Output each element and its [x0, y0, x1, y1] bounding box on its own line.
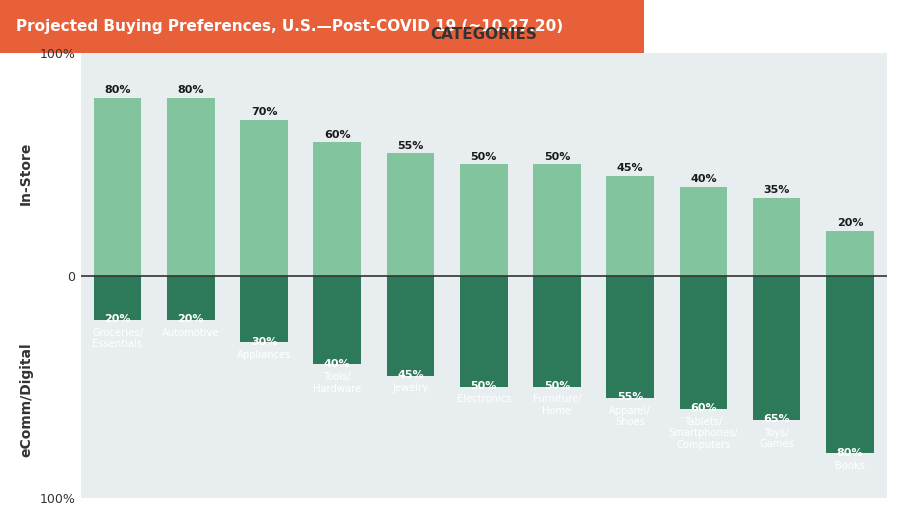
Text: 60%: 60% — [690, 403, 716, 414]
Text: 70%: 70% — [251, 107, 277, 117]
Text: 60%: 60% — [324, 130, 351, 140]
Text: Tools/
Hardware: Tools/ Hardware — [313, 372, 362, 394]
Text: Apparel/
Shoes: Apparel/ Shoes — [609, 405, 651, 427]
Bar — [753, 275, 800, 420]
Text: In-Store: In-Store — [19, 142, 33, 205]
Text: CATEGORIES: CATEGORIES — [430, 27, 537, 42]
Text: 80%: 80% — [837, 448, 863, 458]
Text: 50%: 50% — [544, 381, 571, 391]
Bar — [387, 275, 435, 375]
Bar — [680, 187, 727, 275]
Text: 50%: 50% — [471, 381, 497, 391]
Bar — [313, 142, 361, 275]
Text: 45%: 45% — [616, 163, 643, 173]
Text: 50%: 50% — [471, 152, 497, 162]
Text: Books: Books — [835, 461, 865, 471]
Text: 20%: 20% — [177, 314, 204, 325]
Text: 20%: 20% — [837, 218, 863, 229]
Bar — [607, 176, 654, 275]
Text: 45%: 45% — [397, 370, 424, 380]
Text: Tablets/
Smartphones/
Computers: Tablets/ Smartphones/ Computers — [669, 417, 738, 450]
Bar — [460, 275, 508, 387]
Bar — [533, 165, 580, 275]
Text: Groceries/
Essentials: Groceries/ Essentials — [92, 328, 143, 350]
Text: 80%: 80% — [104, 85, 130, 95]
Bar — [753, 198, 800, 275]
Text: Appliances: Appliances — [237, 350, 292, 360]
Bar — [533, 275, 580, 387]
Bar — [387, 153, 435, 275]
Bar — [607, 275, 654, 398]
Text: Toys/
Games: Toys/ Games — [760, 428, 794, 450]
Bar — [460, 165, 508, 275]
Text: Electronics: Electronics — [456, 395, 511, 404]
Bar — [313, 275, 361, 365]
Bar — [167, 98, 214, 275]
Bar — [167, 275, 214, 320]
Text: 30%: 30% — [251, 337, 277, 346]
Text: 20%: 20% — [104, 314, 130, 325]
Text: 35%: 35% — [763, 185, 790, 195]
Text: 65%: 65% — [763, 415, 790, 425]
Text: 80%: 80% — [177, 85, 204, 95]
Text: Jewelry: Jewelry — [392, 384, 428, 393]
Text: Automotive: Automotive — [162, 328, 220, 338]
Text: 50%: 50% — [544, 152, 571, 162]
Text: 55%: 55% — [617, 392, 644, 402]
Bar — [826, 275, 874, 454]
Text: 40%: 40% — [324, 359, 351, 369]
Bar — [240, 120, 288, 275]
Text: 40%: 40% — [690, 174, 716, 184]
Text: Projected Buying Preferences, U.S.—Post-COVID 19 (~10.27.20): Projected Buying Preferences, U.S.—Post-… — [16, 19, 563, 34]
Text: Furniture/
Home: Furniture/ Home — [533, 395, 581, 416]
Bar — [826, 231, 874, 275]
Text: 55%: 55% — [397, 141, 424, 151]
Text: eComm/Digital: eComm/Digital — [19, 343, 33, 457]
Bar — [680, 275, 727, 409]
Bar — [94, 98, 141, 275]
Bar — [240, 275, 288, 342]
Bar — [94, 275, 141, 320]
